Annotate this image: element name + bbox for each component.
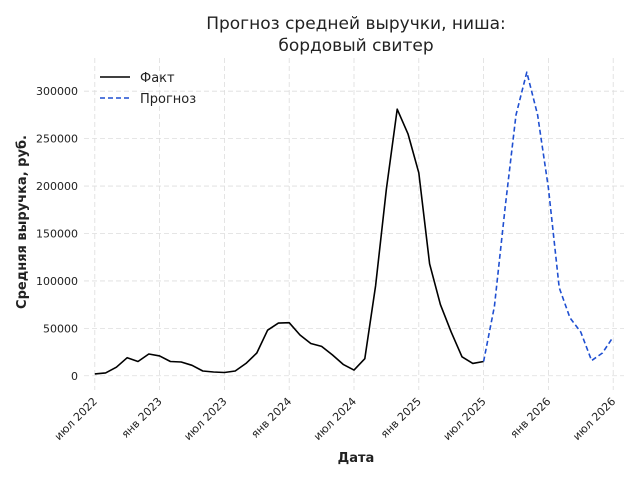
- x-tick-label: июл 2025: [441, 395, 489, 443]
- x-tick-label: июл 2026: [570, 395, 618, 443]
- x-axis-label: Дата: [338, 451, 375, 466]
- y-tick-label: 250000: [36, 133, 78, 146]
- y-tick-label: 50000: [43, 322, 78, 335]
- x-tick-label: янв 2023: [119, 395, 165, 441]
- y-tick-label: 100000: [36, 275, 78, 288]
- x-tick-label: июл 2022: [52, 395, 100, 443]
- y-tick-label: 0: [71, 370, 78, 383]
- x-tick-label: янв 2025: [378, 395, 424, 441]
- chart-title-line-1: Прогноз средней выручки, ниша:: [206, 14, 506, 34]
- x-tick-label: июл 2023: [181, 395, 229, 443]
- x-tick-label: янв 2024: [249, 395, 295, 441]
- series-line-forecast: [482, 71, 614, 362]
- legend: Факт Прогноз: [100, 71, 196, 107]
- series-lines: [94, 71, 614, 375]
- x-tick-label: янв 2026: [508, 395, 554, 441]
- y-tick-label: 300000: [36, 85, 78, 98]
- legend-label-forecast: Прогноз: [140, 92, 196, 107]
- y-axis-label: Средняя выручка, руб.: [15, 135, 30, 309]
- y-tick-label: 200000: [36, 180, 78, 193]
- x-tick-label: июл 2024: [311, 395, 359, 443]
- series-line-fact: [94, 108, 484, 375]
- legend-label-fact: Факт: [140, 71, 175, 86]
- chart-title-line-2: бордовый свитер: [278, 36, 433, 56]
- y-tick-label: 150000: [36, 227, 78, 240]
- grid: [84, 58, 624, 390]
